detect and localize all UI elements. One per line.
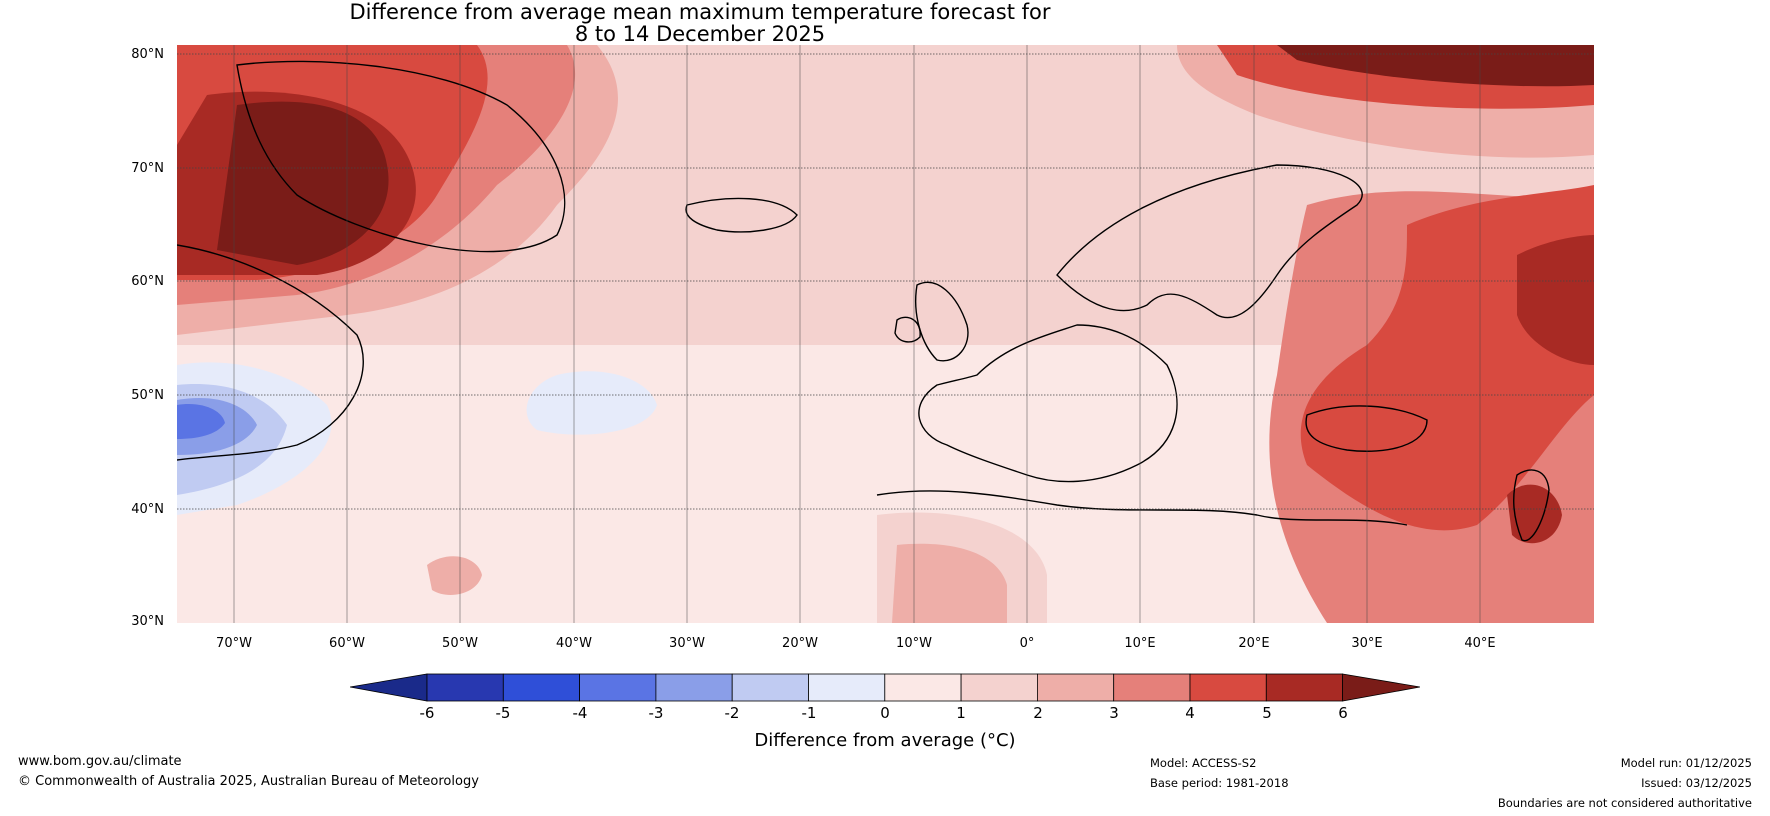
colorbar-bin-7 <box>960 673 1038 702</box>
graticule-meridians <box>233 45 1481 623</box>
anomaly-field-midatlantic-cool <box>526 371 657 435</box>
lat-label-30n: 30°N <box>131 614 164 629</box>
lat-label-40n: 40°N <box>131 502 164 517</box>
colorbar-bin-10 <box>1189 673 1267 702</box>
footer-website[interactable]: www.bom.gov.au/climate <box>18 754 182 769</box>
colorbar-bin-1 <box>502 673 581 702</box>
coast-greenland <box>236 60 566 253</box>
coast-black-sea <box>1305 405 1428 452</box>
lon-label-30w: 30°W <box>669 636 705 651</box>
lon-label-50w: 50°W <box>442 636 478 651</box>
colorbar-tick-6: 6 <box>1338 704 1348 722</box>
colorbar-tick-4: 4 <box>1185 704 1195 722</box>
colorbar-bin-3 <box>655 673 733 702</box>
lon-label-40e: 40°E <box>1464 636 1496 651</box>
lon-label-10w: 10°W <box>896 636 932 651</box>
footer-model: Model: ACCESS-S2 <box>1150 756 1257 770</box>
colorbar-tick-2: 2 <box>1033 704 1043 722</box>
colorbar-extend-low <box>350 673 428 702</box>
title-line-2: 8 to 14 December 2025 <box>574 22 826 46</box>
colorbar-bin-2 <box>579 673 657 702</box>
footer-issued: Issued: 03/12/2025 <box>1641 776 1752 790</box>
lon-label-0: 0° <box>1019 636 1035 651</box>
colorbar-bin-0 <box>426 673 504 702</box>
colorbar-tick--3: -3 <box>648 704 664 722</box>
coast-iceland <box>685 197 798 233</box>
lat-label-50n: 50°N <box>131 388 164 403</box>
lat-label-80n: 80°N <box>131 47 164 62</box>
anomaly-field-caucasus-5 <box>1507 484 1562 544</box>
colorbar-tick-1: 1 <box>956 704 966 722</box>
coast-labrador <box>177 244 364 461</box>
lon-label-30e: 30°E <box>1351 636 1383 651</box>
colorbar-bin-6 <box>884 673 962 702</box>
anomaly-field-cool-4 <box>177 404 225 439</box>
colorbar-bin-11 <box>1265 673 1343 702</box>
colorbar-label: Difference from average (°C) <box>754 730 1016 751</box>
colorbar-tick--4: -4 <box>572 704 588 722</box>
colorbar-tick-5: 5 <box>1262 704 1272 722</box>
colorbar-tick--1: -1 <box>801 704 817 722</box>
anomaly-field-barents-6 <box>1277 45 1594 87</box>
lon-label-20e: 20°E <box>1238 636 1270 651</box>
lon-label-60w: 60°W <box>329 636 365 651</box>
colorbar-tick--5: -5 <box>495 704 511 722</box>
colorbar-tick-0: 0 <box>880 704 890 722</box>
colorbar-tick--2: -2 <box>724 704 740 722</box>
colorbar-bin-9 <box>1113 673 1191 702</box>
anomaly-field-sahara-3 <box>892 543 1007 623</box>
anomaly-field-atlantic-patch <box>427 556 482 595</box>
lon-label-40w: 40°W <box>556 636 592 651</box>
colorbar-bin-8 <box>1037 673 1115 702</box>
footer-base-period: Base period: 1981-2018 <box>1150 776 1289 790</box>
footer-model-run: Model run: 01/12/2025 <box>1620 756 1752 770</box>
colorbar <box>350 673 1420 702</box>
lon-label-70w: 70°W <box>216 636 252 651</box>
colorbar-bin-4 <box>731 673 809 702</box>
colorbar-tick-3: 3 <box>1109 704 1119 722</box>
colorbar-extend-high <box>1342 673 1420 702</box>
forecast-map[interactable] <box>177 45 1594 623</box>
lon-label-10e: 10°E <box>1124 636 1156 651</box>
lat-label-60n: 60°N <box>131 274 164 289</box>
coastlines <box>177 60 1550 542</box>
title-line-1: Difference from average mean maximum tem… <box>349 0 1051 24</box>
coast-caspian <box>1513 469 1550 542</box>
footer-boundaries: Boundaries are not considered authoritat… <box>1497 796 1752 810</box>
coast-ireland <box>894 316 921 343</box>
graticule <box>177 53 1594 510</box>
anomaly-field-east-europe-5 <box>1517 235 1594 365</box>
colorbar-tick--6: -6 <box>419 704 435 722</box>
colorbar-bin-5 <box>808 673 886 702</box>
coast-mediterranean <box>876 490 1408 526</box>
coast-europe-west <box>918 324 1178 483</box>
lon-label-20w: 20°W <box>782 636 818 651</box>
footer-copyright: © Commonwealth of Australia 2025, Austra… <box>18 774 479 789</box>
coast-scandinavia <box>1056 164 1363 319</box>
lat-label-70n: 70°N <box>131 161 164 176</box>
